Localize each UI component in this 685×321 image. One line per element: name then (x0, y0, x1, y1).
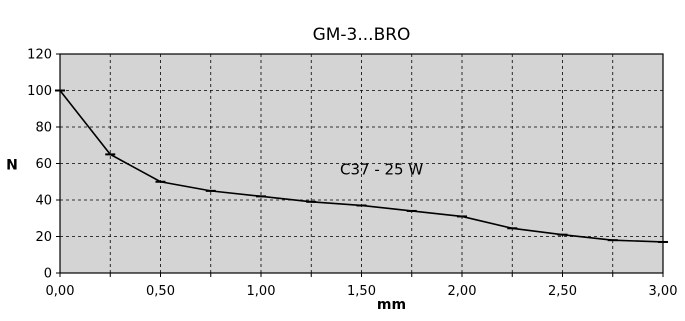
series-layer (55, 89, 668, 243)
grid-lines (60, 53, 663, 273)
x-tick-label: 2,00 (448, 284, 477, 299)
y-tick-label: 120 (27, 48, 52, 63)
y-tick-label: 20 (35, 230, 52, 245)
plot-border (59, 53, 664, 274)
tick-labels: 0 20 40 60 80 100 120 0,00 0,50 1,00 1,50 2,00 2,50 3… (27, 48, 677, 300)
y-tick-label: 40 (35, 194, 52, 209)
x-tick-label: 3,00 (649, 284, 678, 299)
y-axis-label: N (6, 158, 18, 174)
x-axis-label: mm (377, 297, 406, 313)
x-tick-label: 1,50 (347, 284, 376, 299)
x-tick-label: 2,50 (548, 284, 577, 299)
y-tick-label: 80 (35, 121, 52, 136)
x-tick-label: 1,00 (247, 284, 276, 299)
x-tick-label: 0,00 (46, 284, 75, 299)
axes (56, 53, 664, 277)
chart-title: GM-3...BRO (313, 25, 411, 45)
x-tick-label: 0,50 (146, 284, 175, 299)
series-annotation: C37 - 25 W (340, 160, 423, 178)
y-tick-label: 100 (27, 84, 52, 99)
y-tick-label: 60 (35, 157, 52, 172)
y-tick-label: 0 (44, 267, 52, 282)
